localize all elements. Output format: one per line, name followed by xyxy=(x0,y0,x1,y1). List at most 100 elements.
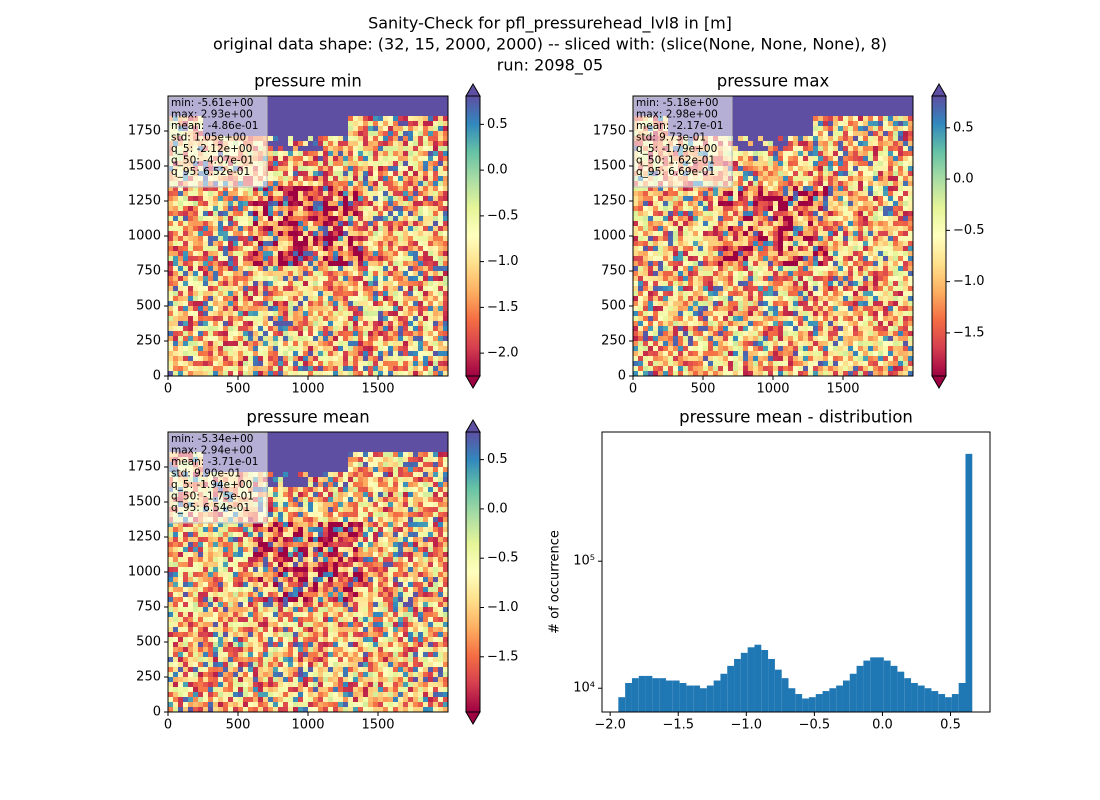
heatmap-cell xyxy=(683,241,689,247)
heatmap-cell xyxy=(328,221,334,227)
heatmap-cell xyxy=(388,271,394,277)
heatmap-cell xyxy=(753,261,759,267)
heatmap-cell xyxy=(423,346,429,352)
heatmap-cell xyxy=(758,111,764,117)
heatmap-cell xyxy=(663,261,669,267)
heatmap-cell xyxy=(168,241,174,247)
heatmap-cell xyxy=(168,251,174,257)
heatmap-cell xyxy=(323,351,329,357)
heatmap-cell xyxy=(758,291,764,297)
heatmap-cell xyxy=(383,291,389,297)
heatmap-cell xyxy=(388,106,394,112)
heatmap-cell xyxy=(388,331,394,337)
heatmap-cell xyxy=(648,291,654,297)
heatmap-cell xyxy=(413,316,419,322)
heatmap-cell xyxy=(363,211,369,217)
heatmap-cell xyxy=(318,341,324,347)
heatmap-cell xyxy=(188,296,194,302)
heatmap-cell xyxy=(373,111,379,117)
heatmap-cell xyxy=(438,171,444,177)
heatmap-cell xyxy=(313,331,319,337)
heatmap-cell xyxy=(373,341,379,347)
heatmap-cell xyxy=(168,216,174,222)
heatmap-cell xyxy=(418,166,424,172)
heatmap-cell xyxy=(743,221,749,227)
heatmap-cell xyxy=(248,296,254,302)
heatmap-cell xyxy=(698,336,704,342)
heatmap-cell xyxy=(753,296,759,302)
heatmap-cell xyxy=(658,191,664,197)
heatmap-cell xyxy=(278,356,284,362)
heatmap-cell xyxy=(658,331,664,337)
heatmap-cell xyxy=(243,321,249,327)
heatmap-cell xyxy=(303,251,309,257)
heatmap-cell xyxy=(223,241,229,247)
heatmap-cell xyxy=(348,166,354,172)
heatmap-cell xyxy=(768,291,774,297)
heatmap-cell xyxy=(418,371,424,377)
heatmap-cell xyxy=(743,326,749,332)
heatmap-cell xyxy=(673,236,679,242)
heatmap-cell xyxy=(243,271,249,277)
heatmap-cell xyxy=(268,151,274,157)
heatmap-cell xyxy=(358,351,364,357)
heatmap-cell xyxy=(763,291,769,297)
heatmap-cell xyxy=(283,96,289,102)
heatmap-cell xyxy=(768,176,774,182)
heatmap-cell xyxy=(688,371,694,377)
heatmap-cell xyxy=(763,331,769,337)
heatmap-cell xyxy=(673,281,679,287)
heatmap-cell xyxy=(258,286,264,292)
heatmap-cell xyxy=(698,236,704,242)
heatmap-cell xyxy=(768,131,774,137)
heatmap-cell xyxy=(753,371,759,377)
heatmap-cell xyxy=(268,111,274,117)
heatmap-cell xyxy=(768,156,774,162)
heatmap-cell xyxy=(333,261,339,267)
heatmap-cell xyxy=(733,346,739,352)
heatmap-cell xyxy=(193,346,199,352)
heatmap-cell xyxy=(323,156,329,162)
heatmap-cell xyxy=(323,346,329,352)
heatmap-cell xyxy=(198,301,204,307)
heatmap-cell xyxy=(278,96,284,102)
heatmap-cell xyxy=(393,116,399,122)
heatmap-cell xyxy=(723,356,729,362)
heatmap-cell xyxy=(413,241,419,247)
heatmap-cell xyxy=(718,221,724,227)
heatmap-cell xyxy=(328,96,334,102)
heatmap-cell xyxy=(188,341,194,347)
heatmap-cell xyxy=(733,326,739,332)
heatmap-cell xyxy=(388,276,394,282)
heatmap-cell xyxy=(393,321,399,327)
heatmap-cell xyxy=(433,271,439,277)
heatmap-cell xyxy=(733,226,739,232)
heatmap-cell xyxy=(683,336,689,342)
heatmap-cell xyxy=(393,131,399,137)
heatmap-cell xyxy=(418,101,424,107)
heatmap-cell xyxy=(688,331,694,337)
heatmap-cell xyxy=(658,316,664,322)
heatmap-cell xyxy=(753,101,759,107)
heatmap-cell xyxy=(183,276,189,282)
heatmap-cell xyxy=(338,141,344,147)
heatmap-cell xyxy=(413,326,419,332)
heatmap-cell xyxy=(778,196,784,202)
heatmap-cell xyxy=(768,171,774,177)
heatmap-cell xyxy=(188,221,194,227)
heatmap-cell xyxy=(248,221,254,227)
heatmap-cell xyxy=(253,221,259,227)
heatmap-cell xyxy=(278,141,284,147)
heatmap-cell xyxy=(263,301,269,307)
heatmap-cell xyxy=(723,216,729,222)
heatmap-cell xyxy=(688,201,694,207)
heatmap-cell xyxy=(273,136,279,142)
heatmap-cell xyxy=(353,261,359,267)
heatmap-cell xyxy=(758,211,764,217)
heatmap-cell xyxy=(653,356,659,362)
heatmap-cell xyxy=(278,336,284,342)
heatmap-cell xyxy=(408,111,414,117)
heatmap-cell xyxy=(743,346,749,352)
heatmap-cell xyxy=(378,321,384,327)
heatmap-cell xyxy=(248,346,254,352)
